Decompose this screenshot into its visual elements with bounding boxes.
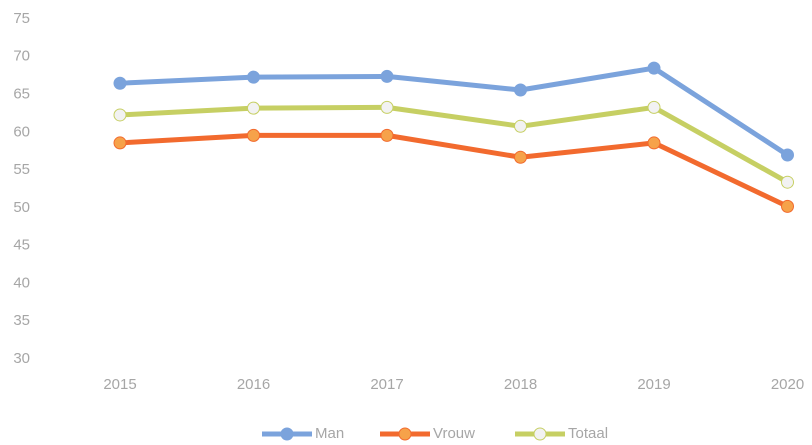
x-tick-label: 2017 bbox=[370, 376, 403, 393]
y-tick-label: 65 bbox=[13, 86, 30, 103]
data-point bbox=[113, 108, 127, 122]
data-point bbox=[781, 148, 794, 162]
x-tick-label: 2015 bbox=[103, 376, 136, 393]
y-tick-label: 45 bbox=[13, 237, 30, 254]
legend-marker bbox=[398, 427, 412, 441]
legend-marker bbox=[533, 427, 547, 441]
series-line bbox=[119, 65, 789, 158]
data-point bbox=[380, 128, 394, 142]
legend-label: Vrouw bbox=[433, 425, 475, 442]
series-line bbox=[119, 104, 789, 185]
data-point bbox=[514, 119, 527, 133]
legend-label: Man bbox=[315, 425, 344, 442]
data-point bbox=[380, 69, 394, 83]
y-tick-label: 30 bbox=[13, 350, 30, 367]
data-point bbox=[247, 70, 260, 84]
y-tick-label: 40 bbox=[13, 274, 30, 291]
data-point bbox=[247, 101, 260, 115]
x-tick-label: 2020 bbox=[771, 376, 804, 393]
data-point bbox=[113, 136, 127, 150]
data-point bbox=[647, 100, 661, 114]
y-tick-label: 60 bbox=[13, 123, 30, 140]
x-tick-label: 2019 bbox=[637, 376, 670, 393]
data-point bbox=[514, 83, 527, 97]
y-tick-label: 70 bbox=[13, 48, 30, 65]
legend-marker bbox=[280, 427, 294, 441]
y-tick-label: 55 bbox=[13, 161, 30, 178]
data-point bbox=[514, 150, 527, 164]
legend-label: Totaal bbox=[568, 425, 608, 442]
data-point bbox=[247, 128, 260, 142]
data-point bbox=[113, 76, 127, 90]
data-point bbox=[781, 199, 794, 213]
y-tick-label: 50 bbox=[13, 199, 30, 216]
x-tick-label: 2016 bbox=[237, 376, 270, 393]
data-point bbox=[781, 175, 794, 189]
data-point bbox=[647, 136, 661, 150]
x-tick-label: 2018 bbox=[504, 376, 537, 393]
y-tick-label: 35 bbox=[13, 312, 30, 329]
data-point bbox=[647, 61, 661, 75]
data-point bbox=[380, 100, 394, 114]
series-line bbox=[119, 132, 789, 209]
y-tick-label: 75 bbox=[13, 10, 30, 27]
